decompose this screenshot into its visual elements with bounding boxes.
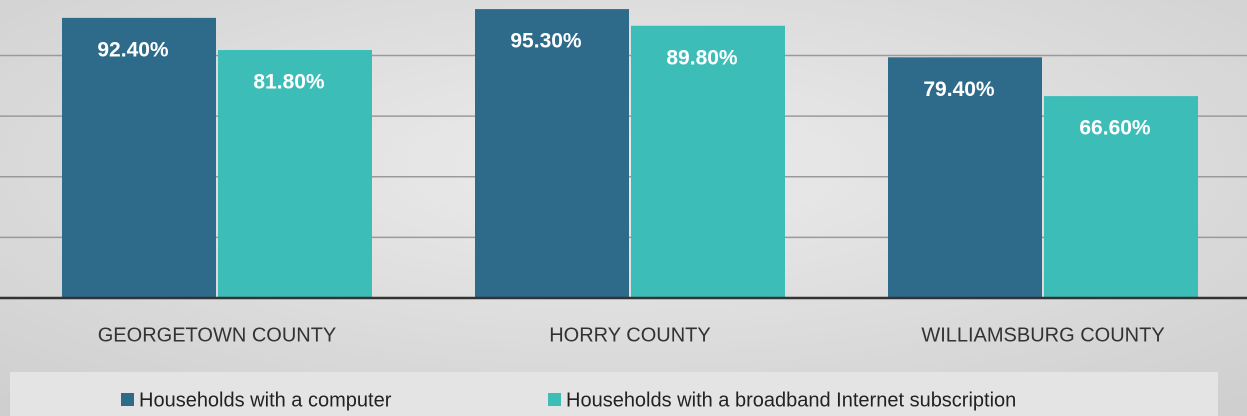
bar [888, 57, 1042, 298]
legend-swatch [548, 393, 561, 406]
legend-label: Households with a computer [139, 389, 392, 411]
bar [475, 9, 629, 299]
data-label: 92.40% [97, 38, 169, 61]
legend-swatch [121, 393, 134, 406]
bar [631, 25, 785, 298]
data-label: 95.30% [510, 30, 582, 53]
bar [62, 17, 216, 299]
legend-label: Households with a broadband Internet sub… [566, 389, 1016, 411]
bar [218, 50, 372, 298]
data-label: 81.80% [253, 71, 325, 94]
x-tick-label: HORRY COUNTY [549, 324, 711, 346]
bar [1044, 96, 1198, 298]
data-label: 79.40% [923, 78, 995, 101]
data-label: 89.80% [666, 46, 738, 69]
x-tick-label: WILLIAMSBURG COUNTY [921, 324, 1164, 346]
legend-box [10, 372, 1218, 416]
data-label: 66.60% [1079, 117, 1151, 140]
x-tick-label: GEORGETOWN COUNTY [98, 324, 337, 346]
